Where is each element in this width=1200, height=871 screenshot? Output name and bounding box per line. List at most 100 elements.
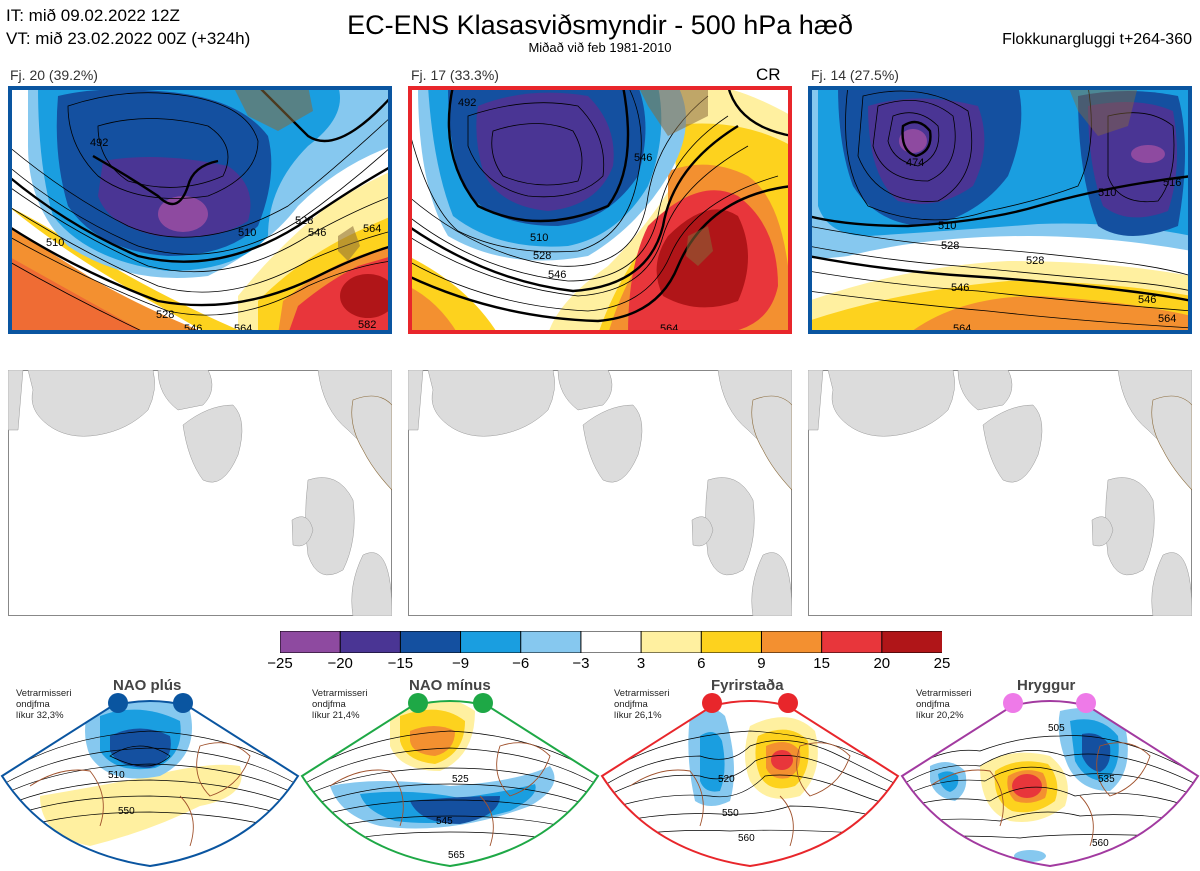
colorbar-segment: [821, 630, 883, 654]
colorbar-tick-label: −25: [267, 655, 293, 672]
contour-label: 474: [906, 157, 924, 169]
contour-label: 550: [118, 806, 135, 817]
colorbar-tick-label: −6: [512, 655, 530, 672]
regime-dot: [1003, 693, 1023, 713]
contour-label: 546: [308, 227, 326, 239]
regime-nao-plus: Vetrarmisseri ondjfma líkur 32,3% NAO plús: [0, 676, 300, 871]
contour-label: 560: [1092, 838, 1109, 849]
colorbar-tick-label: −20: [327, 655, 353, 672]
contour-label: 545: [436, 816, 453, 827]
valid-time: VT: mið 23.02.2022 00Z (+324h): [6, 29, 251, 48]
colorbar: [279, 630, 944, 654]
regime-dot: [108, 693, 128, 713]
regime-frame: [900, 700, 1200, 868]
contour-label: 564: [363, 223, 381, 235]
cluster-2-frame: [408, 86, 792, 334]
contour-label: 550: [722, 808, 739, 819]
contour-label: 510: [46, 237, 64, 249]
contour-label: 510: [108, 770, 125, 781]
page-title: EC-ENS Klasasviðsmyndir - 500 hPa hæð: [347, 10, 853, 40]
colorbar-tick-label: −9: [451, 655, 470, 672]
classification-window: Flokkunargluggi t+264-360: [1002, 31, 1192, 48]
regime-nao-minus: Vetrarmisseri ondjfma líkur 21,4% NAO mínu…: [300, 676, 600, 871]
contour-label: 564: [660, 323, 678, 334]
colorbar-tick-label: −15: [387, 655, 414, 672]
contour-label: 528: [941, 240, 959, 252]
contour-label: 492: [458, 97, 476, 109]
colorbar-segment: [580, 630, 643, 654]
contour-label: 516: [1163, 177, 1181, 189]
colorbar-tick-label: −3: [572, 655, 590, 672]
regime-dot: [473, 693, 493, 713]
page-subtitle: Miðað við feb 1981-2010: [528, 40, 672, 55]
base-map-2: [408, 370, 792, 616]
contour-label: 505: [1048, 723, 1065, 734]
regime-note: Vetrarmisseri ondjfma líkur 26,1%: [614, 688, 670, 721]
contour-label: 520: [718, 774, 735, 785]
cluster-2-label: Fj. 17 (33.3%): [411, 67, 499, 83]
contour-label: 582: [358, 319, 376, 331]
cluster-3-map: 474 510 528 546 564 516 546 564 510 528: [808, 86, 1192, 334]
regime-title: NAO plús: [113, 677, 182, 694]
regime-title: Hryggur: [1017, 677, 1076, 694]
contour-label: 528: [156, 309, 174, 321]
cluster-2-tag: CR: [756, 65, 781, 84]
regime-dot: [702, 693, 722, 713]
colorbar-tick-label: 9: [757, 655, 766, 672]
base-map-1: [8, 370, 392, 616]
init-time-block: IT: mið 09.02.2022 12Z VT: mið 23.02.202…: [6, 4, 250, 50]
regime-note: Vetrarmisseri ondjfma líkur 32,3%: [16, 688, 72, 721]
contour-label: 528: [533, 250, 551, 262]
contour-label: 525: [452, 774, 469, 785]
cluster-3-frame: [808, 86, 1192, 334]
init-time: IT: mið 09.02.2022 12Z: [6, 6, 180, 25]
regime-ridge: Vetrarmisseri ondjfma líkur 20,2% Hryggur: [900, 676, 1200, 871]
regime-frame: [0, 700, 300, 868]
cluster-1-map: 510 528 546 564 492 510 528 546 564 582: [8, 86, 392, 334]
colorbar-segment: [881, 630, 944, 654]
contour-label: 535: [1098, 774, 1115, 785]
contour-label: 546: [184, 323, 202, 334]
regime-dot: [408, 693, 428, 713]
contour-label: 546: [548, 269, 566, 281]
contour-label: 510: [238, 227, 256, 239]
cluster-3-label: Fj. 14 (27.5%): [811, 67, 899, 83]
contour-label: 565: [448, 850, 465, 861]
contour-label: 510: [938, 220, 956, 232]
contour-label: 564: [953, 323, 971, 334]
colorbar-tick-label: 3: [636, 655, 646, 672]
cluster-2-map: 492 510 528 546 564 546: [408, 86, 792, 334]
contour-label: 560: [738, 833, 755, 844]
contour-label: 546: [951, 282, 969, 294]
colorbar-segment: [640, 630, 703, 654]
cluster-1-frame: [8, 86, 392, 334]
colorbar-tick-label: 25: [933, 655, 951, 672]
colorbar-tick-label: 6: [697, 655, 706, 672]
cluster-1-label: Fj. 20 (39.2%): [10, 67, 98, 83]
contour-label: 564: [1158, 313, 1176, 325]
colorbar-segment: [279, 630, 342, 654]
contour-label: 546: [634, 152, 652, 164]
contour-label: 492: [90, 137, 108, 149]
regime-note: Vetrarmisseri ondjfma líkur 20,2%: [916, 688, 972, 721]
colorbar-segment: [700, 630, 763, 654]
regime-dot: [173, 693, 193, 713]
contour-label: 528: [295, 215, 313, 227]
colorbar-tick-label: 15: [813, 655, 830, 672]
contour-label: 528: [1026, 255, 1044, 267]
base-map-3: [808, 370, 1192, 616]
regime-frame: [300, 700, 600, 868]
regime-note: Vetrarmisseri ondjfma líkur 21,4%: [312, 688, 368, 721]
regime-title: Fyrirstaða: [711, 677, 784, 694]
contour-label: 564: [234, 323, 252, 334]
colorbar-tick-label: 20: [873, 655, 891, 672]
regime-dot: [778, 693, 798, 713]
contour-label: 510: [1098, 187, 1116, 199]
colorbar-segment: [760, 630, 823, 654]
regime-dot: [1076, 693, 1096, 713]
colorbar-segment: [399, 630, 462, 654]
regime-blocking: Vetrarmisseri ondjfma líkur 26,1% Fyrirsta…: [600, 676, 900, 871]
colorbar-segment: [339, 630, 402, 654]
colorbar-segment: [520, 630, 582, 654]
regime-title: NAO mínus: [409, 677, 491, 694]
